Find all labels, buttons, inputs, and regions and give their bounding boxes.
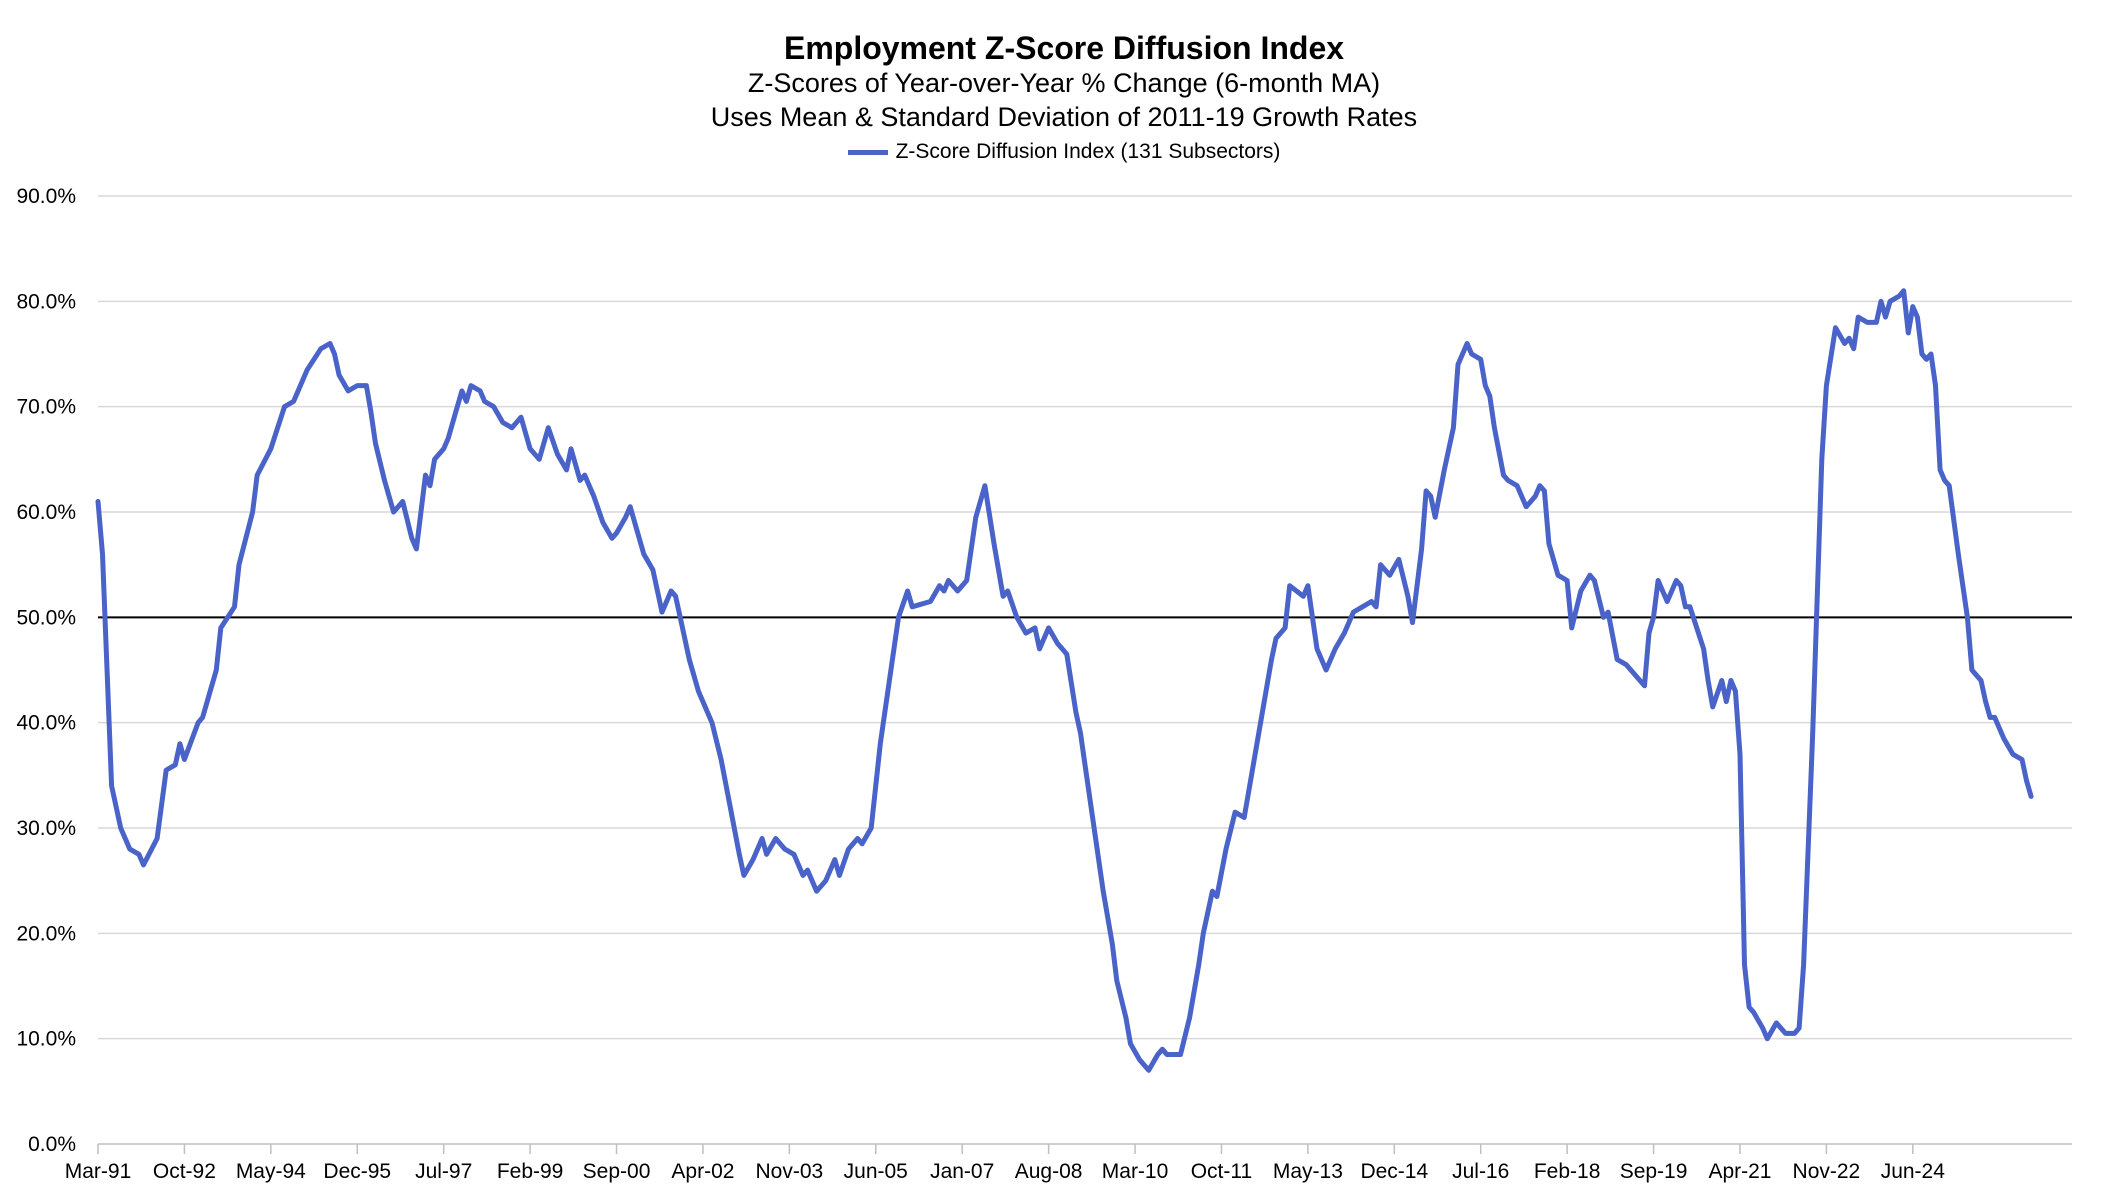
chart-subtitle-line-2: Uses Mean & Standard Deviation of 2011-1…: [710, 102, 1418, 132]
y-tick-label: 50.0%: [16, 606, 76, 629]
x-tick-label: Jul-16: [1452, 1160, 1509, 1183]
x-tick-label: Sep-19: [1620, 1160, 1688, 1183]
x-tick-label: May-13: [1273, 1160, 1343, 1183]
x-tick-label: Oct-11: [1191, 1160, 1252, 1183]
x-tick-label: Feb-99: [497, 1160, 564, 1183]
x-tick-label: Feb-18: [1534, 1160, 1601, 1183]
x-tick-label: Nov-22: [1793, 1160, 1861, 1183]
y-tick-label: 40.0%: [16, 712, 76, 735]
y-tick-label: 70.0%: [16, 396, 76, 419]
x-tick-label: Apr-02: [671, 1160, 734, 1183]
legend: Z-Score Diffusion Index (131 Subsectors): [0, 140, 2128, 164]
y-tick-label: 30.0%: [16, 817, 76, 840]
x-tick-label: Jun-05: [844, 1160, 908, 1183]
x-tick-label: Oct-92: [153, 1160, 216, 1183]
x-tick-label: May-94: [236, 1160, 306, 1183]
y-tick-label: 60.0%: [16, 501, 76, 524]
x-tick-label: Jun-24: [1881, 1160, 1946, 1183]
y-tick-label: 80.0%: [16, 290, 76, 313]
x-tick-label: Sep-00: [583, 1160, 651, 1183]
y-tick-label: 90.0%: [16, 185, 76, 208]
x-tick-label: Mar-91: [65, 1160, 132, 1183]
x-tick-label: Apr-21: [1708, 1160, 1771, 1183]
x-tick-label: Mar-10: [1102, 1160, 1169, 1183]
y-tick-label: 10.0%: [16, 1028, 76, 1051]
chart-title: Employment Z-Score Diffusion Index: [783, 30, 1345, 66]
y-tick-label: 0.0%: [28, 1133, 76, 1156]
legend-label: Z-Score Diffusion Index (131 Subsectors): [895, 140, 1281, 163]
series-line: [95, 288, 2034, 1073]
legend-swatch: [847, 149, 888, 155]
x-tick-label: Nov-03: [756, 1160, 824, 1183]
x-tick-label: Jan-07: [930, 1160, 994, 1183]
x-tick-label: Dec-14: [1360, 1160, 1428, 1183]
x-tick-label: Jul-97: [415, 1160, 472, 1183]
x-tick-label: Aug-08: [1015, 1160, 1083, 1183]
chart-subtitle-line-1: Z-Scores of Year-over-Year % Change (6-m…: [747, 68, 1381, 98]
y-tick-label: 20.0%: [16, 922, 76, 945]
x-tick-label: Dec-95: [323, 1160, 391, 1183]
